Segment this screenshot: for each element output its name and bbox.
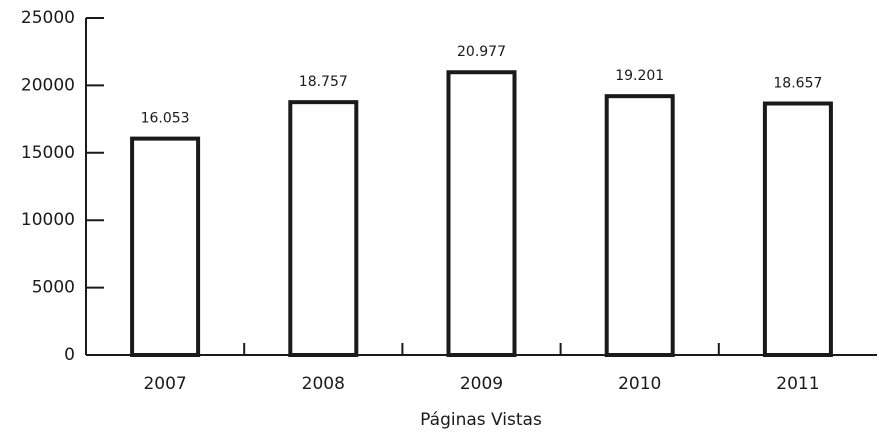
data-label: 18.657: [773, 76, 822, 92]
data-label: 16.053: [141, 111, 190, 127]
bar: [288, 100, 359, 357]
data-label: 19.201: [615, 68, 664, 84]
y-tick-label: 25000: [21, 8, 75, 28]
bar: [446, 70, 517, 357]
data-label: 20.977: [457, 44, 506, 60]
bar: [130, 136, 201, 357]
x-tick-label: 2010: [618, 374, 661, 394]
x-tick-label: 2008: [302, 374, 345, 394]
y-tick-label: 15000: [21, 143, 75, 163]
y-tick-label: 0: [64, 345, 75, 365]
y-tick-label: 20000: [21, 75, 75, 95]
bar: [604, 94, 675, 357]
bar: [762, 101, 833, 357]
x-tick-label: 2011: [776, 374, 819, 394]
x-tick-label: 2009: [460, 374, 503, 394]
y-tick-label: 10000: [21, 210, 75, 230]
data-label: 18.757: [299, 74, 348, 90]
x-tick-label: 2007: [143, 374, 186, 394]
x-axis-label: Páginas Vistas: [420, 410, 542, 430]
y-tick-label: 5000: [32, 278, 75, 298]
